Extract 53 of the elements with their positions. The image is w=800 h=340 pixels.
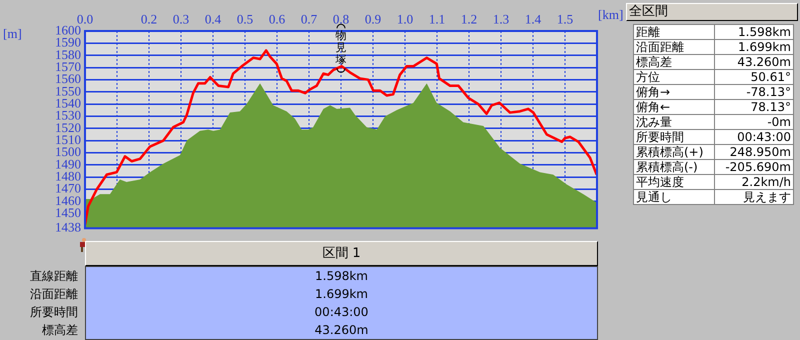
text: 俯角→ [634,84,714,100]
text: 78.13° [714,100,794,114]
text: 沿面距離 [29,286,78,303]
text: 1.598km [714,24,794,40]
text: 累積標高(-) [634,160,714,174]
text: 区間 1 [85,241,598,266]
x-tick-label: 0.5 [236,12,254,27]
x-tick-label: 1.1 [428,12,446,27]
text: 1.699km [314,286,369,303]
y-tick-label: 1450 [55,205,81,220]
text: 2.2km/h [714,174,794,190]
text: 所要時間 [634,130,714,144]
text: 43.260m [314,322,370,339]
x-tick-label: 0.8 [332,12,350,27]
annotation: 物見塚 [334,29,346,66]
text: 直線距離 [29,268,78,285]
x-tick-label: 0.2 [140,12,158,27]
x-tick-label: 0.3 [172,12,190,27]
text: -205.690m [714,160,794,174]
text: 俯角← [634,100,714,114]
text: 見えます [714,190,794,204]
text: 全区間 [626,3,798,21]
text: 平均速度 [634,174,714,190]
x-tick-label: 0.4 [204,12,222,27]
y-tick-label: 1438 [55,220,81,235]
text: 標高差 [634,54,714,70]
text: 00:43:00 [714,130,794,144]
x-tick-label: 0.9 [364,12,382,27]
text: 距離 [634,24,714,40]
text: 沿面距離 [634,40,714,54]
text: 1.699km [714,40,794,54]
text: 00:43:00 [314,304,370,321]
x-tick-label: 1.2 [460,12,478,27]
text: 1.598km [314,268,369,285]
x-tick-label: 0.6 [268,12,286,27]
text: -0m [714,114,794,130]
text: 50.61° [714,70,794,84]
x-tick-label: 1.5 [556,12,574,27]
x-tick-label: 1.0 [396,12,414,27]
text: 所要時間 [29,304,78,321]
text: 標高差 [41,322,78,339]
x-tick-label: 1.3 [492,12,510,27]
y-axis-title: [m] [3,26,22,42]
x-tick-label: 1.4 [524,12,542,27]
text: 累積標高(+) [634,144,714,160]
text: 43.260m [714,54,794,70]
text: -78.13° [714,84,794,100]
text: 沈み量 [634,114,714,130]
x-axis-title: [km] [598,7,624,23]
text: 方位 [634,70,714,84]
text: 見通し [634,190,714,204]
text: 248.950m [714,144,794,160]
x-tick-label: 0.7 [300,12,318,27]
